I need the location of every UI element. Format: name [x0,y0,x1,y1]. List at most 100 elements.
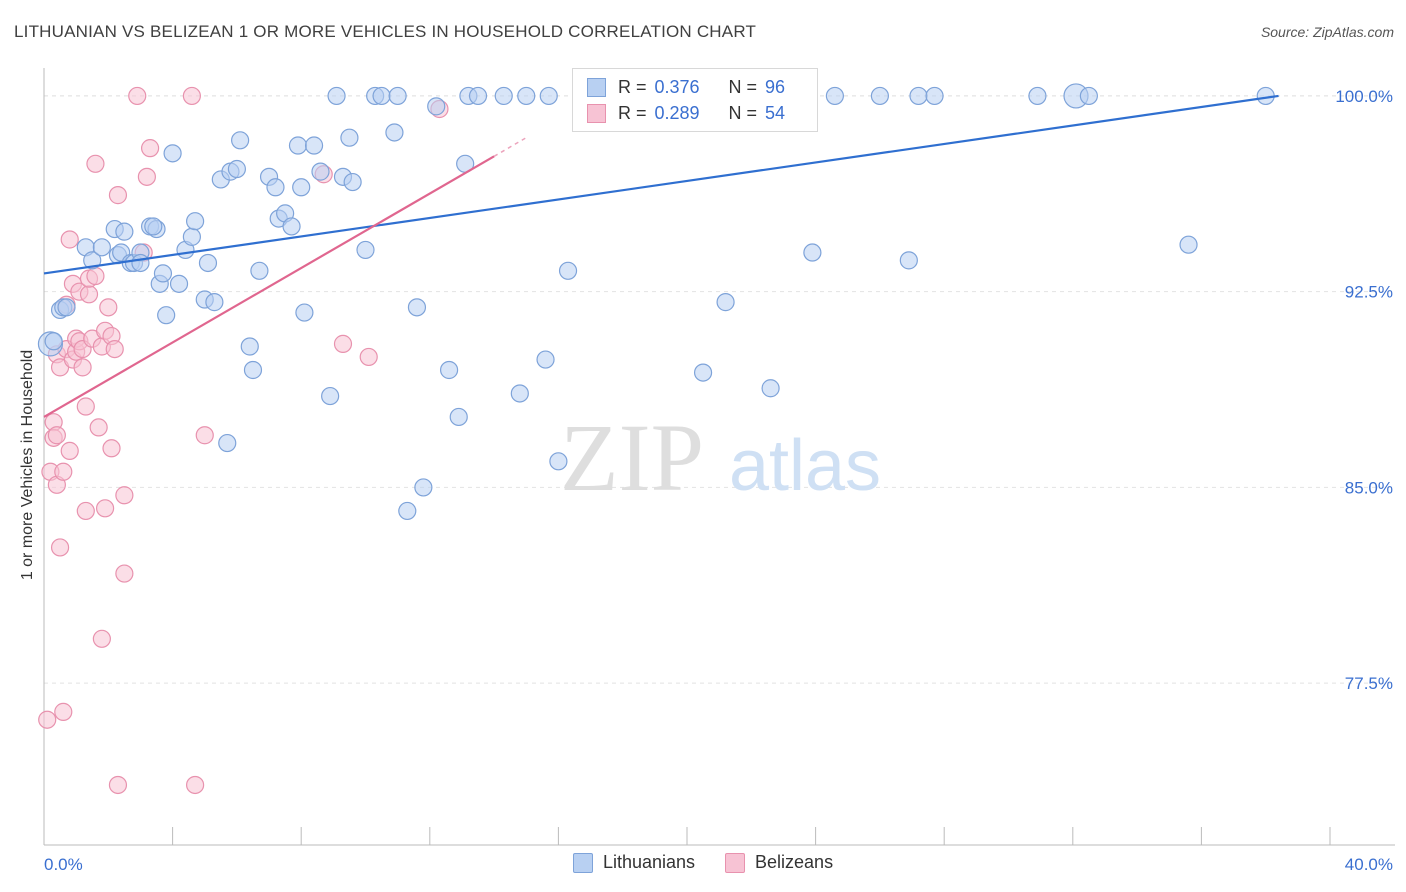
y-tick-label: 100.0% [1335,87,1393,106]
lithuanians-point [163,144,182,163]
legend-r-label: R = [618,102,647,123]
lithuanians-point [169,274,189,293]
lithuanians-point [385,123,404,142]
belizeans-point [60,441,79,460]
lithuanians-point [398,501,417,521]
lithuanians-point [909,86,928,106]
belizeans-point [79,285,99,304]
lithuanians-point [83,251,102,270]
lithuanians-point [517,86,536,106]
legend-swatch-blue [572,852,593,873]
lithuanians-point [510,384,529,403]
belizeans-point [47,426,66,445]
series-legend: Lithuanians Belizeans [0,852,1406,873]
belizeans-point [108,775,128,795]
belizeans-point [54,462,73,481]
series-legend-label: Belizeans [755,852,834,872]
lithuanians-point [243,360,263,380]
lithuanians-point [870,86,890,106]
legend-n-value: 54 [765,102,786,123]
belizeans-point [186,775,205,795]
lithuanians-point [449,407,468,427]
lithuanians-point [182,227,201,246]
watermark-atlas: atlas [729,426,881,506]
belizeans-point [60,230,79,249]
watermark-zip: ZIP [560,404,704,511]
lithuanians-point [44,332,63,351]
lithuanians-point [157,306,176,325]
trend-lines [43,94,1279,418]
lithuanians-point [288,136,308,155]
axes [43,68,1395,846]
lithuanians-point [1028,86,1047,106]
x-tick-label: 0.0% [44,855,83,874]
lithuanians-point [292,178,311,197]
lithuanians-point [295,303,314,322]
belizeans-points [38,86,449,795]
watermark: ZIP atlas [560,404,881,511]
belizeans-point [105,340,124,359]
belizeans-point [38,710,57,729]
lithuanians-point [1079,86,1098,106]
lithuanians-point [144,217,163,236]
lithuanians-point [693,363,713,382]
source-label: Source: ZipAtlas.com [1260,24,1394,40]
lithuanians-point [198,253,218,273]
lithuanians-point [327,86,346,106]
lithuanians-points [37,83,1275,521]
lithuanians-point [218,433,237,453]
belizeans-point [108,186,128,205]
grid-lines [44,95,1395,684]
lithuanians-point [439,360,459,380]
belizeans-point [182,86,201,106]
legend-row-belizeans: R = 0.289 N = 54 [587,101,785,125]
legend-n-label: N = [728,102,758,123]
lithuanians-point [761,379,780,398]
legend-n-label: N = [728,76,758,97]
legend-swatch-pink [725,852,746,873]
belizeans-point [86,266,105,286]
belizeans-trend-extension [493,137,527,157]
chart-title: LITHUANIAN VS BELIZEAN 1 OR MORE VEHICLE… [14,22,757,41]
series-legend-belizeans[interactable]: Belizeans [725,852,833,873]
belizeans-point [128,86,147,106]
lithuanians-trend-line [43,94,1279,275]
lithuanians-point [1179,235,1198,254]
series-legend-lithuanians[interactable]: Lithuanians [572,852,695,873]
belizeans-point [195,426,214,445]
lithuanians-point [186,212,205,231]
legend-swatch-pink [587,103,606,123]
lithuanians-point [388,86,407,106]
lithuanians-point [250,261,269,280]
lithuanians-point [282,217,301,236]
belizeans-point [115,564,134,583]
belizeans-point [95,499,115,518]
lithuanians-point [825,86,844,106]
lithuanians-point [266,178,285,197]
lithuanians-point [899,251,918,270]
legend-r-value: 0.289 [654,102,700,123]
belizeans-point [76,397,95,416]
belizeans-point [137,167,156,186]
belizeans-point [50,538,70,557]
lithuanians-point [240,337,259,356]
lithuanians-point [343,172,362,192]
legend-swatch-blue [587,77,606,97]
lithuanians-point [205,293,224,312]
legend-n-value: 96 [765,76,786,97]
lithuanians-point [311,162,330,181]
lithuanians-point [803,243,822,262]
lithuanians-point [539,86,558,106]
legend-row-lithuanians: R = 0.376 N = 96 [587,75,785,99]
belizeans-point [99,298,118,317]
lithuanians-point [304,136,324,155]
y-tick-label: 77.5% [1345,674,1393,693]
belizeans-point [89,418,108,437]
lithuanians-point [468,86,488,106]
lithuanians-point [427,97,446,116]
lithuanians-point [340,128,359,147]
belizeans-point [92,629,111,648]
belizeans-trend-line [43,155,495,418]
tick-labels: 100.0% 92.5% 85.0% 77.5% 0.0% 40.0% [44,87,1393,874]
